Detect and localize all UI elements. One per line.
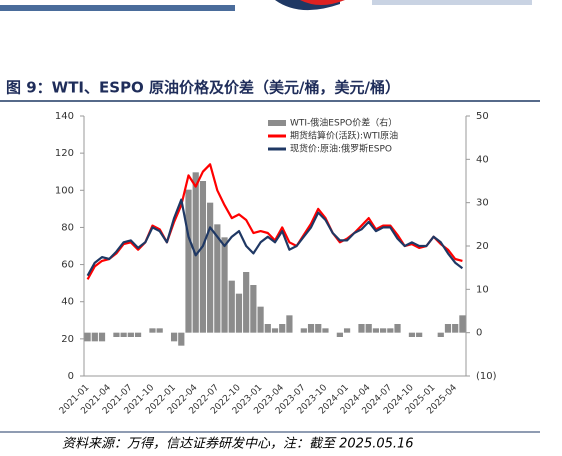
chart-title: 图 9：WTI、ESPO 原油价格及价差（美元/桶，美元/桶）	[6, 79, 400, 97]
spread-bar	[250, 285, 257, 333]
spread-bar	[408, 332, 416, 337]
price-line	[86, 163, 463, 280]
y-tick-label: 80	[61, 222, 74, 233]
spread-bar	[98, 332, 106, 342]
spread-bar	[372, 328, 380, 333]
y2-tick-label: 40	[476, 154, 489, 165]
y-tick-label: 140	[55, 111, 74, 122]
spread-bar	[113, 332, 120, 337]
y-tick-label: 0	[68, 371, 74, 382]
logo	[300, 0, 345, 5]
spread-bar	[336, 332, 343, 337]
legend-label: 现货价:原油:俄罗斯ESPO	[290, 143, 392, 155]
y-tick-label: 20	[61, 334, 74, 345]
spread-bar	[315, 324, 322, 333]
y-tick-label: 120	[55, 148, 74, 159]
price-line	[86, 198, 464, 277]
y2-tick-label: 50	[476, 111, 489, 122]
spread-bar	[149, 328, 156, 333]
spread-bar	[387, 328, 394, 333]
y2-tick-label: 10	[476, 284, 489, 295]
spread-bar	[459, 315, 466, 333]
spread-bar	[134, 332, 142, 337]
spread-bar	[264, 324, 271, 333]
spread-bar	[394, 324, 401, 333]
spread-bar	[286, 315, 293, 333]
spread-bar	[307, 324, 315, 333]
legend-swatch	[268, 120, 286, 126]
spread-bar	[214, 224, 221, 333]
header-bar	[0, 5, 235, 11]
spread-bar	[437, 332, 444, 337]
spread-bar	[343, 328, 351, 333]
spread-bar	[127, 332, 134, 337]
spread-bar	[358, 324, 365, 333]
spread-bar	[243, 272, 250, 333]
spread-bar	[199, 181, 207, 333]
spread-bar	[207, 202, 214, 333]
logo-text	[372, 0, 532, 5]
spread-bar	[170, 332, 178, 342]
y2-tick-label: (10)	[476, 371, 497, 382]
spread-bar	[452, 324, 459, 333]
spread-bar	[416, 332, 423, 337]
spread-bar	[235, 293, 243, 333]
spread-bar	[120, 332, 127, 337]
y2-tick-label: 0	[476, 328, 482, 339]
y2-tick-label: 30	[476, 198, 489, 209]
spread-bar	[444, 324, 452, 333]
spread-bar	[84, 332, 91, 342]
spread-bar	[271, 328, 279, 333]
legend-label: WTI-俄油ESPO价差（右）	[290, 117, 397, 129]
y-tick-label: 40	[61, 297, 74, 308]
spread-bar	[279, 324, 286, 333]
spread-bar	[185, 189, 192, 333]
spread-bar	[228, 280, 235, 333]
spread-bar	[380, 328, 387, 333]
spread-bar	[365, 324, 372, 333]
y-tick-label: 60	[61, 260, 74, 271]
y-tick-label: 100	[55, 185, 74, 196]
spread-bar	[322, 328, 329, 333]
source: 资料来源：万得，信达证券研发中心，注：截至 2025.05.16	[62, 437, 414, 452]
legend-label: 期货结算价(活跃):WTI原油	[290, 130, 398, 142]
y2-tick-label: 20	[476, 241, 489, 252]
spread-bar	[300, 328, 307, 333]
spread-bar	[178, 332, 185, 346]
spread-bar	[91, 332, 98, 342]
spread-bar	[221, 237, 228, 333]
spread-bar	[257, 306, 264, 333]
spread-bar	[156, 328, 163, 333]
